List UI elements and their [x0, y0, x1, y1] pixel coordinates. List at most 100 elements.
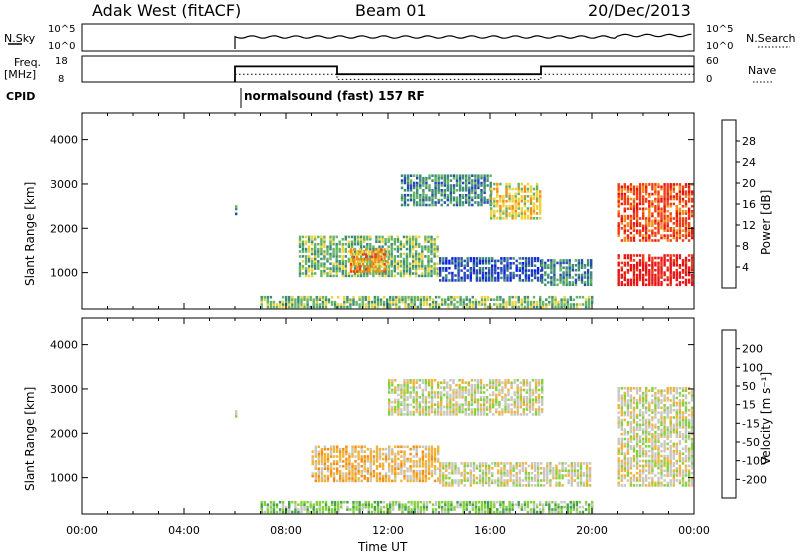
data-cell	[479, 410, 483, 414]
data-cell	[408, 242, 412, 246]
data-cell	[617, 281, 620, 284]
data-cell	[520, 199, 523, 203]
data-cell	[418, 252, 421, 256]
data-cell	[527, 481, 531, 485]
data-cell	[416, 189, 419, 192]
data-cell	[638, 459, 642, 463]
data-cell	[642, 202, 645, 206]
data-cell	[350, 242, 354, 246]
data-cell	[499, 303, 502, 306]
data-cell	[632, 205, 636, 208]
data-cell	[687, 268, 691, 272]
data-cell	[304, 274, 308, 278]
data-cell	[480, 201, 483, 204]
data-cell	[669, 484, 672, 487]
data-cell	[475, 274, 479, 277]
data-cell	[323, 479, 327, 483]
data-cell	[424, 247, 427, 251]
data-cell	[666, 254, 669, 257]
data-cell	[559, 276, 562, 279]
data-cell	[651, 416, 654, 419]
data-cell	[638, 187, 642, 191]
data-cell	[473, 413, 477, 416]
data-cell	[412, 242, 415, 246]
data-cell	[378, 245, 381, 248]
data-cell	[672, 276, 675, 279]
data-cell	[371, 253, 374, 256]
data-cell	[660, 442, 663, 446]
data-cell	[373, 305, 377, 309]
data-cell	[648, 234, 651, 237]
data-cell	[424, 477, 428, 480]
data-cell	[355, 265, 359, 268]
data-cell	[421, 262, 424, 265]
data-cell	[684, 447, 688, 451]
data-cell	[531, 393, 535, 397]
data-cell	[451, 484, 454, 487]
data-cell	[577, 266, 581, 269]
data-cell	[409, 196, 413, 199]
data-cell	[504, 405, 507, 409]
data-cell	[533, 467, 537, 470]
data-cell	[512, 474, 515, 477]
data-cell	[527, 276, 531, 280]
data-cell	[263, 298, 266, 301]
data-cell	[586, 271, 590, 274]
data-cell	[403, 460, 406, 463]
data-cell	[397, 408, 400, 411]
data-cell	[675, 469, 678, 472]
data-cell	[349, 270, 353, 273]
data-cell	[468, 203, 471, 207]
data-cell	[684, 430, 688, 434]
data-cell	[504, 381, 507, 384]
data-cell	[500, 481, 503, 485]
data-cell	[495, 396, 498, 399]
data-cell	[412, 398, 415, 402]
data-cell	[506, 269, 509, 272]
data-cell	[402, 269, 406, 273]
data-cell	[427, 255, 430, 258]
data-cell	[457, 469, 460, 472]
data-cell	[351, 467, 354, 470]
data-cell	[342, 452, 345, 456]
data-cell	[332, 474, 336, 478]
data-cell	[447, 303, 450, 306]
data-cell	[393, 240, 396, 244]
data-cell	[460, 276, 463, 280]
data-cell	[626, 432, 630, 436]
data-cell	[437, 181, 440, 185]
data-cell	[453, 305, 456, 309]
data-cell	[669, 452, 672, 455]
data-cell	[527, 269, 531, 272]
data-cell	[690, 391, 694, 395]
data-cell	[304, 242, 308, 246]
data-cell	[491, 257, 494, 260]
data-cell	[511, 300, 514, 304]
data-cell	[632, 254, 636, 257]
data-cell	[559, 281, 562, 284]
data-cell	[687, 200, 691, 203]
data-cell	[452, 196, 456, 199]
data-cell	[387, 240, 390, 244]
data-cell	[393, 247, 396, 251]
data-cell	[344, 262, 347, 265]
data-cell	[363, 267, 366, 270]
data-cell	[443, 176, 446, 180]
data-cell	[490, 212, 493, 215]
data-cell	[657, 183, 660, 186]
data-cell	[445, 464, 448, 468]
data-cell	[635, 202, 639, 206]
data-cell	[506, 264, 509, 267]
data-cell	[623, 209, 626, 213]
data-cell	[635, 437, 639, 441]
data-cell	[458, 388, 461, 392]
data-cell	[445, 484, 448, 487]
data-cell	[433, 267, 436, 270]
data-cell	[678, 195, 682, 198]
data-cell	[418, 242, 421, 246]
data-cell	[403, 179, 407, 182]
data-cell	[514, 195, 517, 198]
data-cell	[468, 174, 471, 177]
data-cell	[391, 400, 394, 404]
data-cell	[550, 259, 553, 262]
